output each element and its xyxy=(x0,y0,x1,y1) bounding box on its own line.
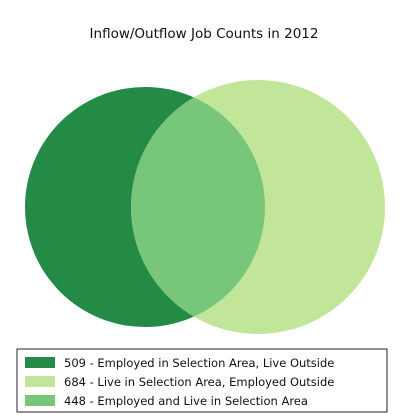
venn-diagram xyxy=(25,80,385,334)
legend-label-both: 448 - Employed and Live in Selection Are… xyxy=(64,394,308,408)
legend-label-live-outside: 684 - Live in Selection Area, Employed O… xyxy=(64,375,334,389)
legend-swatch-live-outside xyxy=(25,376,55,387)
legend-swatch-employed-outside xyxy=(25,357,55,368)
legend: 509 - Employed in Selection Area, Live O… xyxy=(16,348,388,413)
legend-label-employed-outside: 509 - Employed in Selection Area, Live O… xyxy=(64,356,334,370)
circle-overlap-both xyxy=(130,97,266,317)
legend-frame xyxy=(16,348,388,413)
legend-swatch-both xyxy=(25,395,55,406)
chart-title: Inflow/Outflow Job Counts in 2012 xyxy=(90,26,319,42)
